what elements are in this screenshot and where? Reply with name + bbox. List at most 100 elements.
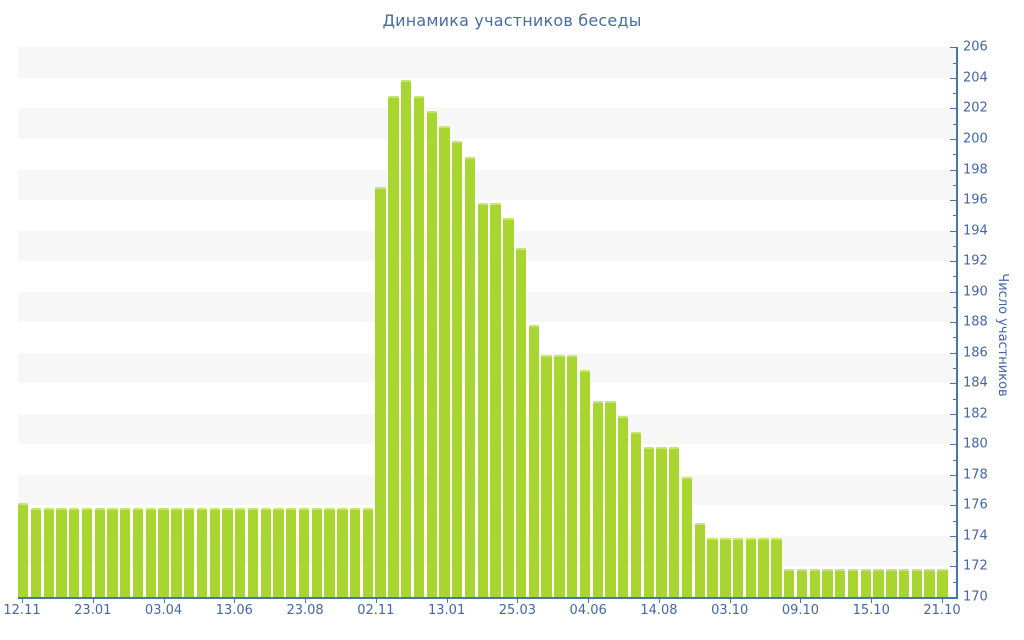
bar: [132, 507, 144, 599]
bar: [107, 507, 118, 599]
y-minor-tick: [953, 93, 956, 95]
x-axis-line: [18, 597, 958, 599]
bar: [707, 538, 718, 599]
y-tick-label: 192: [963, 253, 988, 269]
bar: [362, 507, 374, 599]
y-tick: [950, 597, 956, 598]
bar: [375, 187, 386, 599]
bar: [911, 568, 923, 599]
bar: [209, 507, 220, 599]
bar: [273, 507, 284, 599]
y-tick: [950, 138, 956, 140]
x-tick-label: 21.10: [923, 603, 961, 618]
y-tick: [950, 47, 956, 49]
y-minor-tick: [953, 398, 956, 400]
x-tick-label: 23.08: [286, 603, 324, 618]
bar: [847, 568, 859, 599]
bar: [720, 538, 731, 599]
bar: [618, 416, 629, 599]
y-minor-tick: [953, 276, 956, 278]
x-tick: [588, 599, 590, 603]
bar: [528, 324, 540, 599]
y-tick-label: 198: [963, 162, 988, 178]
bar: [656, 446, 667, 599]
y-axis-title: Число участников: [995, 273, 1010, 397]
bar: [183, 507, 195, 599]
y-tick: [950, 200, 956, 202]
x-tick-label: 09.10: [781, 603, 820, 618]
bar: [43, 507, 54, 599]
bar: [145, 507, 157, 599]
bar: [924, 568, 935, 599]
x-tick: [234, 599, 236, 603]
bar: [349, 507, 361, 599]
x-tick: [729, 599, 731, 603]
y-tick-label: 176: [963, 497, 988, 513]
bar: [401, 80, 412, 599]
bar: [758, 538, 769, 599]
bar: [235, 507, 246, 599]
y-minor-tick: [953, 367, 956, 369]
y-tick-label: 170: [963, 589, 988, 605]
y-tick: [950, 444, 956, 446]
y-tick-label: 186: [963, 345, 988, 361]
bar: [260, 507, 271, 599]
x-tick-label: 12.11: [3, 603, 41, 618]
bar: [669, 446, 680, 599]
bar: [694, 523, 706, 599]
bar: [579, 370, 591, 599]
bar: [937, 568, 948, 599]
y-tick-label: 182: [963, 406, 988, 422]
bar: [745, 538, 757, 599]
bar: [873, 568, 884, 599]
y-minor-tick: [953, 490, 956, 492]
bar: [298, 507, 310, 599]
y-minor-tick: [953, 123, 956, 125]
bar: [554, 355, 565, 599]
bar: [222, 507, 233, 599]
y-tick-label: 172: [963, 558, 988, 574]
y-tick-label: 184: [963, 375, 988, 391]
y-tick-label: 174: [963, 528, 988, 544]
y-tick: [950, 322, 956, 324]
bar: [643, 446, 654, 599]
y-tick: [950, 169, 956, 171]
bar: [809, 568, 820, 599]
y-tick: [950, 566, 956, 568]
y-tick: [950, 77, 956, 79]
x-tick-label: 15.10: [852, 603, 890, 618]
y-tick-label: 196: [963, 192, 988, 208]
y-tick-label: 200: [963, 131, 988, 147]
bar: [311, 507, 322, 599]
x-tick-label: 14.08: [640, 603, 678, 618]
bar: [286, 507, 297, 599]
y-tick: [950, 383, 956, 385]
x-tick: [22, 599, 23, 603]
y-minor-tick: [953, 62, 956, 64]
x-tick: [658, 599, 660, 603]
x-tick-label: 02.11: [357, 603, 395, 618]
bar: [337, 507, 348, 599]
x-tick-label: 25.03: [498, 603, 536, 618]
x-tick: [517, 599, 519, 603]
y-tick: [950, 291, 956, 293]
bar: [56, 507, 67, 599]
bar: [439, 126, 450, 599]
x-tick: [92, 599, 94, 603]
x-tick-label: 03.10: [711, 603, 749, 618]
bar: [94, 507, 105, 599]
bar: [413, 95, 425, 599]
background-band: [18, 169, 956, 201]
bar: [605, 401, 616, 599]
y-tick-label: 188: [963, 314, 988, 330]
bar: [886, 568, 897, 599]
x-tick: [871, 599, 873, 603]
bar: [69, 507, 80, 599]
y-minor-tick: [953, 215, 956, 217]
y-tick: [950, 230, 956, 232]
x-tick: [942, 599, 943, 603]
bar: [592, 401, 603, 599]
x-tick: [163, 599, 165, 603]
y-minor-tick: [953, 429, 956, 431]
